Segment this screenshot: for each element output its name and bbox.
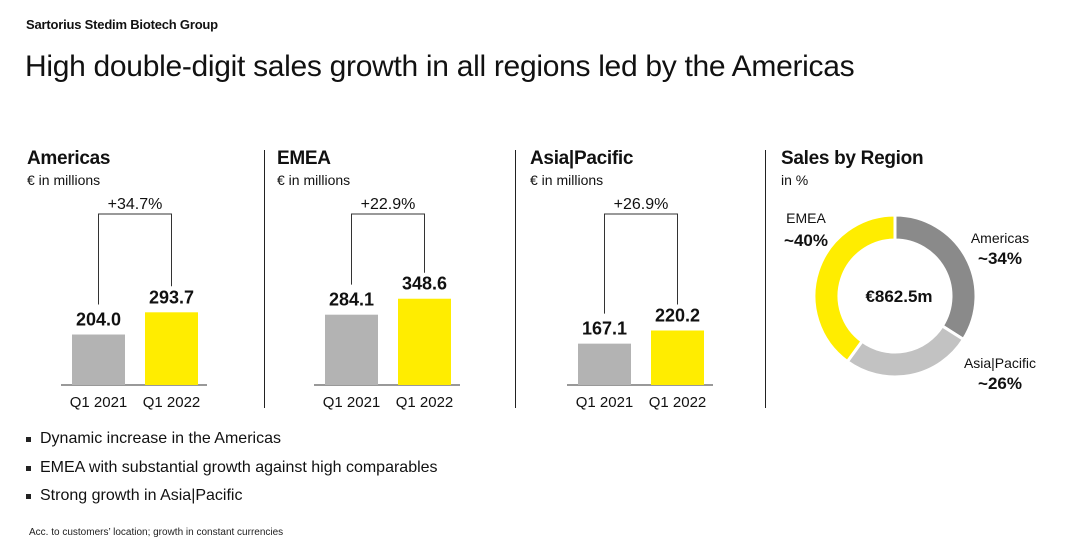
sales-by-region-title: Sales by Region	[781, 148, 924, 169]
asia-pacific-category-label: Q1 2022	[649, 394, 707, 411]
donut-slice-americas	[893, 213, 978, 342]
emea-subtitle: € in millions	[277, 172, 351, 188]
company-name: Sartorius Stedim Biotech Group	[26, 17, 218, 32]
donut-slice-asia-pacific	[845, 323, 966, 379]
donut-legend-value-asia-pacific: ~26%	[978, 374, 1022, 393]
donut-center-label: €862.5m	[865, 287, 932, 306]
emea-bar	[398, 298, 451, 385]
asia-pacific-value-label: 167.1	[582, 319, 627, 339]
emea-category-label: Q1 2021	[323, 394, 381, 411]
asia-pacific-bar	[651, 330, 704, 385]
panel-divider	[765, 150, 766, 408]
bullet-list: Dynamic increase in the Americas EMEA wi…	[26, 428, 438, 514]
emea-value-label: 284.1	[329, 290, 374, 310]
americas-category-label: Q1 2022	[143, 394, 201, 411]
bullet-item: EMEA with substantial growth against hig…	[26, 457, 438, 486]
bullet-item: Dynamic increase in the Americas	[26, 428, 438, 457]
americas-value-label: 293.7	[149, 287, 194, 307]
donut-legend-value-americas: ~34%	[978, 249, 1022, 268]
asia-pacific-category-label: Q1 2021	[576, 394, 634, 411]
americas-bar	[145, 312, 198, 385]
americas-value-label: 204.0	[76, 310, 121, 330]
footnote: Acc. to customers’ location; growth in c…	[29, 527, 284, 538]
panel-divider	[515, 150, 516, 408]
bullet-item: Strong growth in Asia|Pacific	[26, 485, 438, 514]
americas-category-label: Q1 2021	[70, 394, 128, 411]
asia-pacific-title: Asia|Pacific	[530, 148, 634, 169]
emea-growth-label: +22.9%	[361, 196, 416, 213]
americas-growth-bracket	[98, 213, 172, 305]
emea-value-label: 348.6	[402, 274, 447, 294]
americas-title: Americas	[27, 148, 111, 169]
emea-growth-bracket	[351, 213, 425, 285]
emea-bar	[325, 314, 378, 385]
asia-pacific-value-label: 220.2	[655, 306, 700, 326]
panel-divider	[264, 150, 265, 408]
asia-pacific-growth-bracket	[604, 213, 678, 314]
americas-bar	[72, 334, 125, 385]
asia-pacific-growth-label: +26.9%	[614, 196, 669, 213]
emea-title: EMEA	[277, 148, 331, 169]
asia-pacific-subtitle: € in millions	[530, 172, 604, 188]
emea-category-label: Q1 2022	[396, 394, 454, 411]
page-title: High double-digit sales growth in all re…	[25, 50, 855, 83]
donut-legend-name-americas: Americas	[971, 230, 1029, 246]
donut-slice-emea	[812, 213, 897, 364]
donut-legend-value-emea: ~40%	[784, 231, 828, 250]
asia-pacific-bar	[578, 343, 631, 385]
americas-subtitle: € in millions	[27, 172, 101, 188]
donut-legend-name-asia-pacific: Asia|Pacific	[964, 355, 1036, 371]
donut-legend-name-emea: EMEA	[786, 210, 826, 226]
sales-by-region-subtitle: in %	[781, 172, 809, 188]
americas-growth-label: +34.7%	[108, 196, 163, 213]
